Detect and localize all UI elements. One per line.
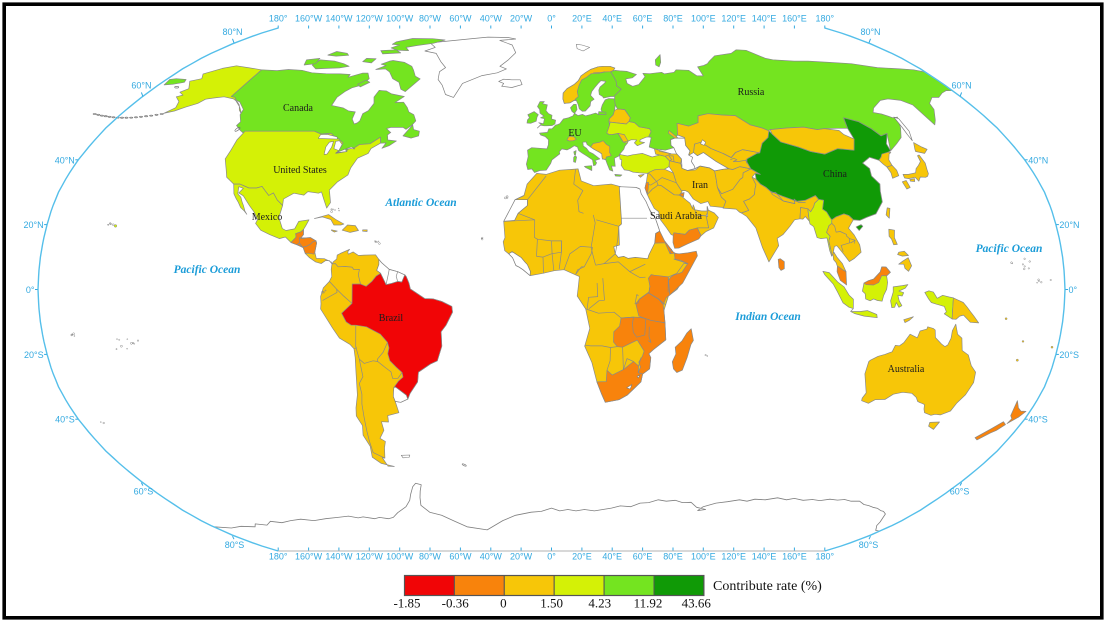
svg-text:140°W: 140°W [325, 14, 353, 24]
svg-text:60°E: 60°E [633, 552, 653, 562]
svg-text:120°E: 120°E [721, 552, 746, 562]
svg-text:0°: 0° [26, 285, 35, 295]
svg-text:Pacific Ocean: Pacific Ocean [174, 264, 241, 276]
svg-text:160°W: 160°W [295, 14, 323, 24]
svg-text:60°E: 60°E [633, 14, 653, 24]
svg-text:40°W: 40°W [480, 14, 503, 24]
svg-text:20°E: 20°E [572, 552, 592, 562]
svg-text:140°E: 140°E [752, 552, 777, 562]
svg-text:20°S: 20°S [1059, 350, 1079, 360]
svg-text:1.50: 1.50 [540, 596, 563, 611]
svg-text:Mexico: Mexico [252, 212, 283, 223]
svg-text:Pacific Ocean: Pacific Ocean [976, 243, 1043, 255]
svg-text:20°W: 20°W [510, 14, 533, 24]
svg-text:180°: 180° [815, 14, 834, 24]
svg-text:40°N: 40°N [55, 155, 75, 165]
svg-text:4.23: 4.23 [588, 596, 611, 611]
svg-text:40°S: 40°S [1028, 415, 1048, 425]
svg-text:20°N: 20°N [1059, 220, 1079, 230]
svg-text:Atlantic Ocean: Atlantic Ocean [384, 197, 456, 209]
svg-text:43.66: 43.66 [682, 596, 712, 611]
svg-text:EU: EU [568, 128, 582, 139]
svg-text:120°W: 120°W [356, 14, 384, 24]
svg-text:Australia: Australia [888, 364, 925, 375]
svg-text:80°W: 80°W [419, 552, 442, 562]
svg-text:180°: 180° [815, 552, 834, 562]
svg-text:40°E: 40°E [602, 552, 622, 562]
svg-text:60°N: 60°N [131, 80, 151, 90]
svg-text:Canada: Canada [283, 103, 314, 114]
svg-text:160°W: 160°W [295, 552, 323, 562]
svg-text:0: 0 [500, 596, 507, 611]
svg-text:100°E: 100°E [691, 14, 716, 24]
svg-text:Russia: Russia [738, 87, 765, 98]
svg-text:160°E: 160°E [782, 552, 807, 562]
svg-text:140°W: 140°W [325, 552, 353, 562]
svg-text:20°W: 20°W [510, 552, 533, 562]
svg-text:40°E: 40°E [602, 14, 622, 24]
svg-text:180°: 180° [269, 14, 288, 24]
svg-text:60°S: 60°S [134, 487, 154, 497]
svg-text:40°S: 40°S [55, 415, 75, 425]
svg-text:20°N: 20°N [23, 220, 43, 230]
svg-text:80°S: 80°S [225, 540, 245, 550]
svg-text:Indian Ocean: Indian Ocean [734, 311, 801, 323]
svg-text:0°: 0° [547, 552, 556, 562]
svg-text:80°N: 80°N [222, 27, 242, 37]
svg-text:Contribute rate (%): Contribute rate (%) [713, 579, 822, 594]
svg-text:100°E: 100°E [691, 552, 716, 562]
svg-text:80°W: 80°W [419, 14, 442, 24]
svg-text:-0.36: -0.36 [442, 596, 470, 611]
svg-text:100°W: 100°W [386, 552, 414, 562]
svg-text:140°E: 140°E [752, 14, 777, 24]
svg-text:20°E: 20°E [572, 14, 592, 24]
svg-text:80°E: 80°E [663, 14, 683, 24]
svg-text:0°: 0° [1069, 285, 1078, 295]
svg-text:40°W: 40°W [480, 552, 503, 562]
svg-text:United States: United States [273, 165, 327, 176]
svg-text:160°E: 160°E [782, 14, 807, 24]
svg-text:60°W: 60°W [449, 14, 472, 24]
svg-text:Saudi Arabia: Saudi Arabia [650, 211, 702, 222]
svg-text:80°E: 80°E [663, 552, 683, 562]
svg-text:60°S: 60°S [950, 487, 970, 497]
svg-text:China: China [823, 169, 847, 180]
svg-text:Iran: Iran [692, 180, 708, 191]
svg-text:Brazil: Brazil [379, 313, 404, 324]
svg-text:100°W: 100°W [386, 14, 414, 24]
svg-text:40°N: 40°N [1028, 155, 1048, 165]
svg-text:80°S: 80°S [859, 540, 879, 550]
svg-text:60°N: 60°N [952, 80, 972, 90]
svg-text:0°: 0° [547, 14, 556, 24]
svg-text:-1.85: -1.85 [393, 596, 420, 611]
svg-text:120°W: 120°W [356, 552, 384, 562]
svg-text:80°N: 80°N [860, 27, 880, 37]
svg-text:11.92: 11.92 [634, 596, 663, 611]
svg-text:20°S: 20°S [24, 350, 44, 360]
svg-text:180°: 180° [269, 552, 288, 562]
svg-text:60°W: 60°W [449, 552, 472, 562]
svg-text:120°E: 120°E [721, 14, 746, 24]
